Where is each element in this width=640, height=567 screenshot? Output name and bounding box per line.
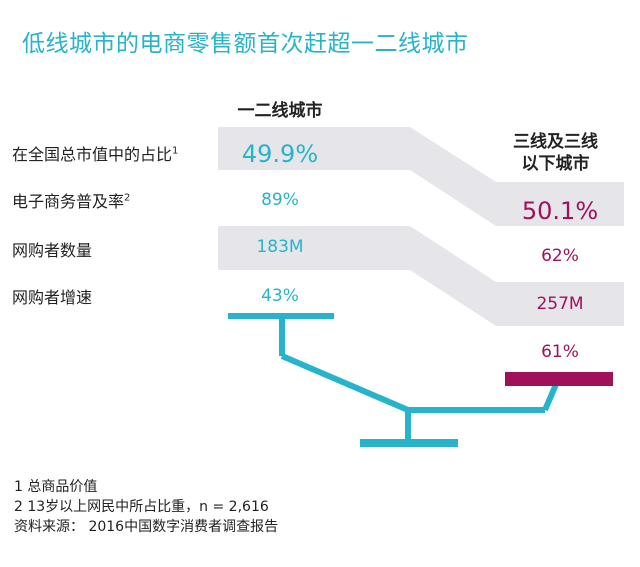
row-label-shopper-count: 网购者数量 bbox=[12, 241, 93, 260]
band-row-3 bbox=[218, 226, 624, 326]
value-tier12-ecommerce-penetration: 89% bbox=[261, 190, 299, 210]
value-tier12-shopper-growth: 43% bbox=[261, 286, 299, 306]
footnote-marker-2: 2 bbox=[124, 192, 131, 204]
row-label-ecommerce-penetration-text: 电子商务普及率 bbox=[12, 192, 125, 211]
column-header-tier3plus: 三线及三线 以下城市 bbox=[488, 131, 623, 175]
row-label-market-share: 在全国总市值中的占比1 bbox=[12, 141, 178, 165]
column-header-tier3plus-line2: 以下城市 bbox=[521, 154, 590, 174]
column-header-tier3plus-line1: 三线及三线 bbox=[513, 132, 598, 152]
row-label-ecommerce-penetration: 电子商务普及率2 bbox=[12, 188, 130, 212]
row-label-shopper-growth: 网购者增速 bbox=[12, 288, 93, 307]
value-tier3plus-shopper-count: 257M bbox=[536, 294, 584, 314]
scale-arm-right bbox=[542, 380, 560, 412]
column-header-tier12: 一二线城市 bbox=[237, 101, 323, 121]
footnote-1: 1 总商品价值 bbox=[14, 479, 98, 495]
value-tier3plus-ecommerce-penetration: 62% bbox=[541, 246, 579, 266]
source-note: 资料来源： 2016中国数字消费者调查报告 bbox=[14, 519, 279, 535]
value-tier12-market-share: 49.9% bbox=[241, 140, 319, 168]
row-label-market-share-text: 在全国总市值中的占比 bbox=[12, 145, 173, 164]
value-tier12-shopper-count: 183M bbox=[256, 237, 304, 257]
footnote-marker-1: 1 bbox=[172, 145, 179, 157]
footnotes: 1 总商品价值 2 13岁以上网民中所占比重，n = 2,616 资料来源： 2… bbox=[14, 477, 278, 537]
chart-title: 低线城市的电商零售额首次赶超一二线城市 bbox=[22, 31, 469, 57]
value-tier3plus-shopper-growth: 61% bbox=[541, 342, 579, 362]
scale-pan-right bbox=[505, 372, 613, 386]
footnote-2: 2 13岁以上网民中所占比重，n = 2,616 bbox=[14, 499, 269, 515]
band-row-1 bbox=[218, 127, 624, 226]
scale-beam bbox=[280, 353, 410, 413]
value-tier3plus-market-share: 50.1% bbox=[521, 197, 599, 225]
balance-scale bbox=[228, 313, 613, 447]
comparison-bands bbox=[218, 127, 624, 447]
